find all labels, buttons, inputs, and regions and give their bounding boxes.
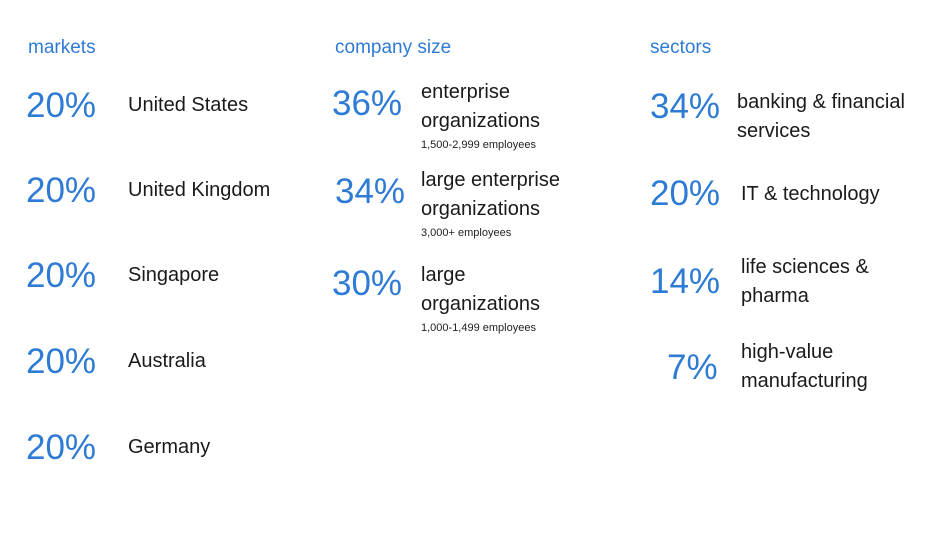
company-size-label: enterprise organizations 1,500-2,999 emp… — [421, 78, 540, 152]
sector-label-line1: banking & financial — [737, 91, 905, 113]
markets-column: markets 20% United States 20% United Kin… — [0, 0, 320, 550]
market-label: Australia — [128, 350, 206, 372]
company-size-label-line2: organizations — [421, 110, 540, 132]
company-size-label-line1: large enterprise — [421, 169, 560, 191]
sector-label-line1: IT & technology — [741, 183, 880, 205]
sector-label-line2: services — [737, 120, 811, 142]
sector-percent: 7% — [667, 348, 718, 387]
company-size-percent: 36% — [332, 84, 403, 123]
company-size-label: large organizations 1,000-1,499 employee… — [421, 261, 540, 335]
sector-label: high-value manufacturing — [741, 338, 868, 396]
company-size-detail: 1,500-2,999 employees — [421, 139, 536, 151]
sector-label: life sciences & pharma — [741, 253, 869, 311]
sector-percent: 34% — [650, 87, 721, 126]
company-size-label-line2: organizations — [421, 198, 540, 220]
sectors-heading: sectors — [650, 37, 712, 58]
sector-label: banking & financial services — [737, 88, 905, 146]
company-size-percent: 30% — [332, 264, 403, 303]
market-label: Germany — [128, 436, 211, 458]
company-size-label: large enterprise organizations 3,000+ em… — [421, 166, 560, 240]
sector-percent: 20% — [650, 174, 721, 213]
market-percent: 20% — [26, 86, 97, 125]
company-size-label-line1: large — [421, 264, 466, 286]
company-size-label-line1: enterprise — [421, 81, 510, 103]
sector-label: IT & technology — [741, 180, 880, 209]
markets-heading: markets — [28, 37, 96, 58]
company-size-heading: company size — [335, 37, 452, 58]
market-label: Singapore — [128, 264, 220, 286]
sector-label-line2: pharma — [741, 285, 809, 307]
market-percent: 20% — [26, 256, 97, 295]
market-label: United Kingdom — [128, 179, 271, 201]
market-label: United States — [128, 94, 249, 116]
market-percent: 20% — [26, 171, 97, 210]
sector-percent: 14% — [650, 262, 721, 301]
sector-label-line1: high-value — [741, 341, 834, 363]
company-size-column: company size 36% enterprise organization… — [332, 37, 560, 335]
market-percent: 20% — [26, 428, 97, 467]
company-size-percent: 34% — [335, 172, 406, 211]
company-size-detail: 1,000-1,499 employees — [421, 322, 536, 334]
sector-label-line2: manufacturing — [741, 370, 868, 392]
company-size-label-line2: organizations — [421, 293, 540, 315]
company-size-detail: 3,000+ employees — [421, 227, 512, 239]
market-percent: 20% — [26, 342, 97, 381]
sector-label-line1: life sciences & — [741, 256, 869, 278]
